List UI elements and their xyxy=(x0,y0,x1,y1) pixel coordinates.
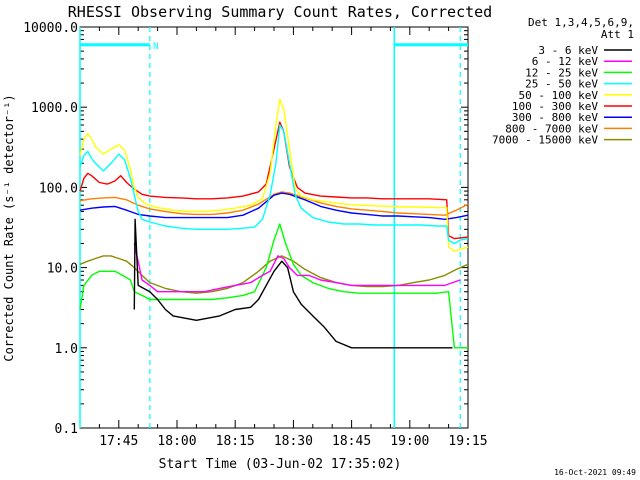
y-tick-label: 1000.0 xyxy=(31,101,78,116)
legend-label: 100 - 300 keV xyxy=(512,100,598,113)
x-tick-label: 18:45 xyxy=(332,434,371,449)
legend-label: 7000 - 15000 keV xyxy=(492,134,598,147)
legend-header-line-1: Det 1,3,4,5,6,9, xyxy=(528,16,634,29)
legend-label: 50 - 100 keV xyxy=(519,89,599,102)
series-line-6-12-keV xyxy=(133,243,461,293)
legend-label: 12 - 25 keV xyxy=(525,66,598,79)
x-tick-label: 17:45 xyxy=(99,434,138,449)
series-line-300-800-keV xyxy=(79,192,469,221)
series-line-3-6-keV xyxy=(133,218,453,349)
series-line-12-25-keV xyxy=(79,223,468,349)
series-line-100-300-keV xyxy=(79,121,469,240)
plot-frame xyxy=(79,26,469,429)
series-line-25-50-keV xyxy=(79,124,469,245)
legend-label: 300 - 800 keV xyxy=(512,111,598,124)
x-tick-label: 18:15 xyxy=(216,434,255,449)
y-tick-label: 1.0 xyxy=(55,342,78,357)
legend-label: 3 - 6 keV xyxy=(538,44,598,57)
legend-label: 6 - 12 keV xyxy=(532,55,599,68)
y-tick-label: 0.1 xyxy=(55,422,78,437)
x-tick-label: 19:15 xyxy=(448,434,487,449)
y-tick-label: 100.0 xyxy=(39,181,78,196)
x-tick-label: 18:30 xyxy=(274,434,313,449)
legend-label: 800 - 7000 keV xyxy=(505,122,598,135)
x-tick-label: 18:00 xyxy=(157,434,196,449)
legend-header-line-2: Att 1 xyxy=(601,28,634,41)
y-axis-label: Corrected Count Rate (s⁻¹ detector⁻¹) xyxy=(2,94,16,361)
chart-title: RHESSI Observing Summary Count Rates, Co… xyxy=(68,3,492,21)
series-line-50-100-keV xyxy=(79,98,469,252)
y-tick-label: 10.0 xyxy=(47,262,78,277)
legend-label: 25 - 50 keV xyxy=(525,78,598,91)
series-line-800-7000-keV xyxy=(79,191,469,216)
date-stamp: 16-Oct-2021 09:49 xyxy=(554,468,636,477)
annotation-label: N xyxy=(153,42,158,52)
y-tick-label: 10000.0 xyxy=(23,21,78,36)
x-axis-label: Start Time (03-Jun-02 17:35:02) xyxy=(159,457,402,472)
x-tick-label: 19:00 xyxy=(390,434,429,449)
